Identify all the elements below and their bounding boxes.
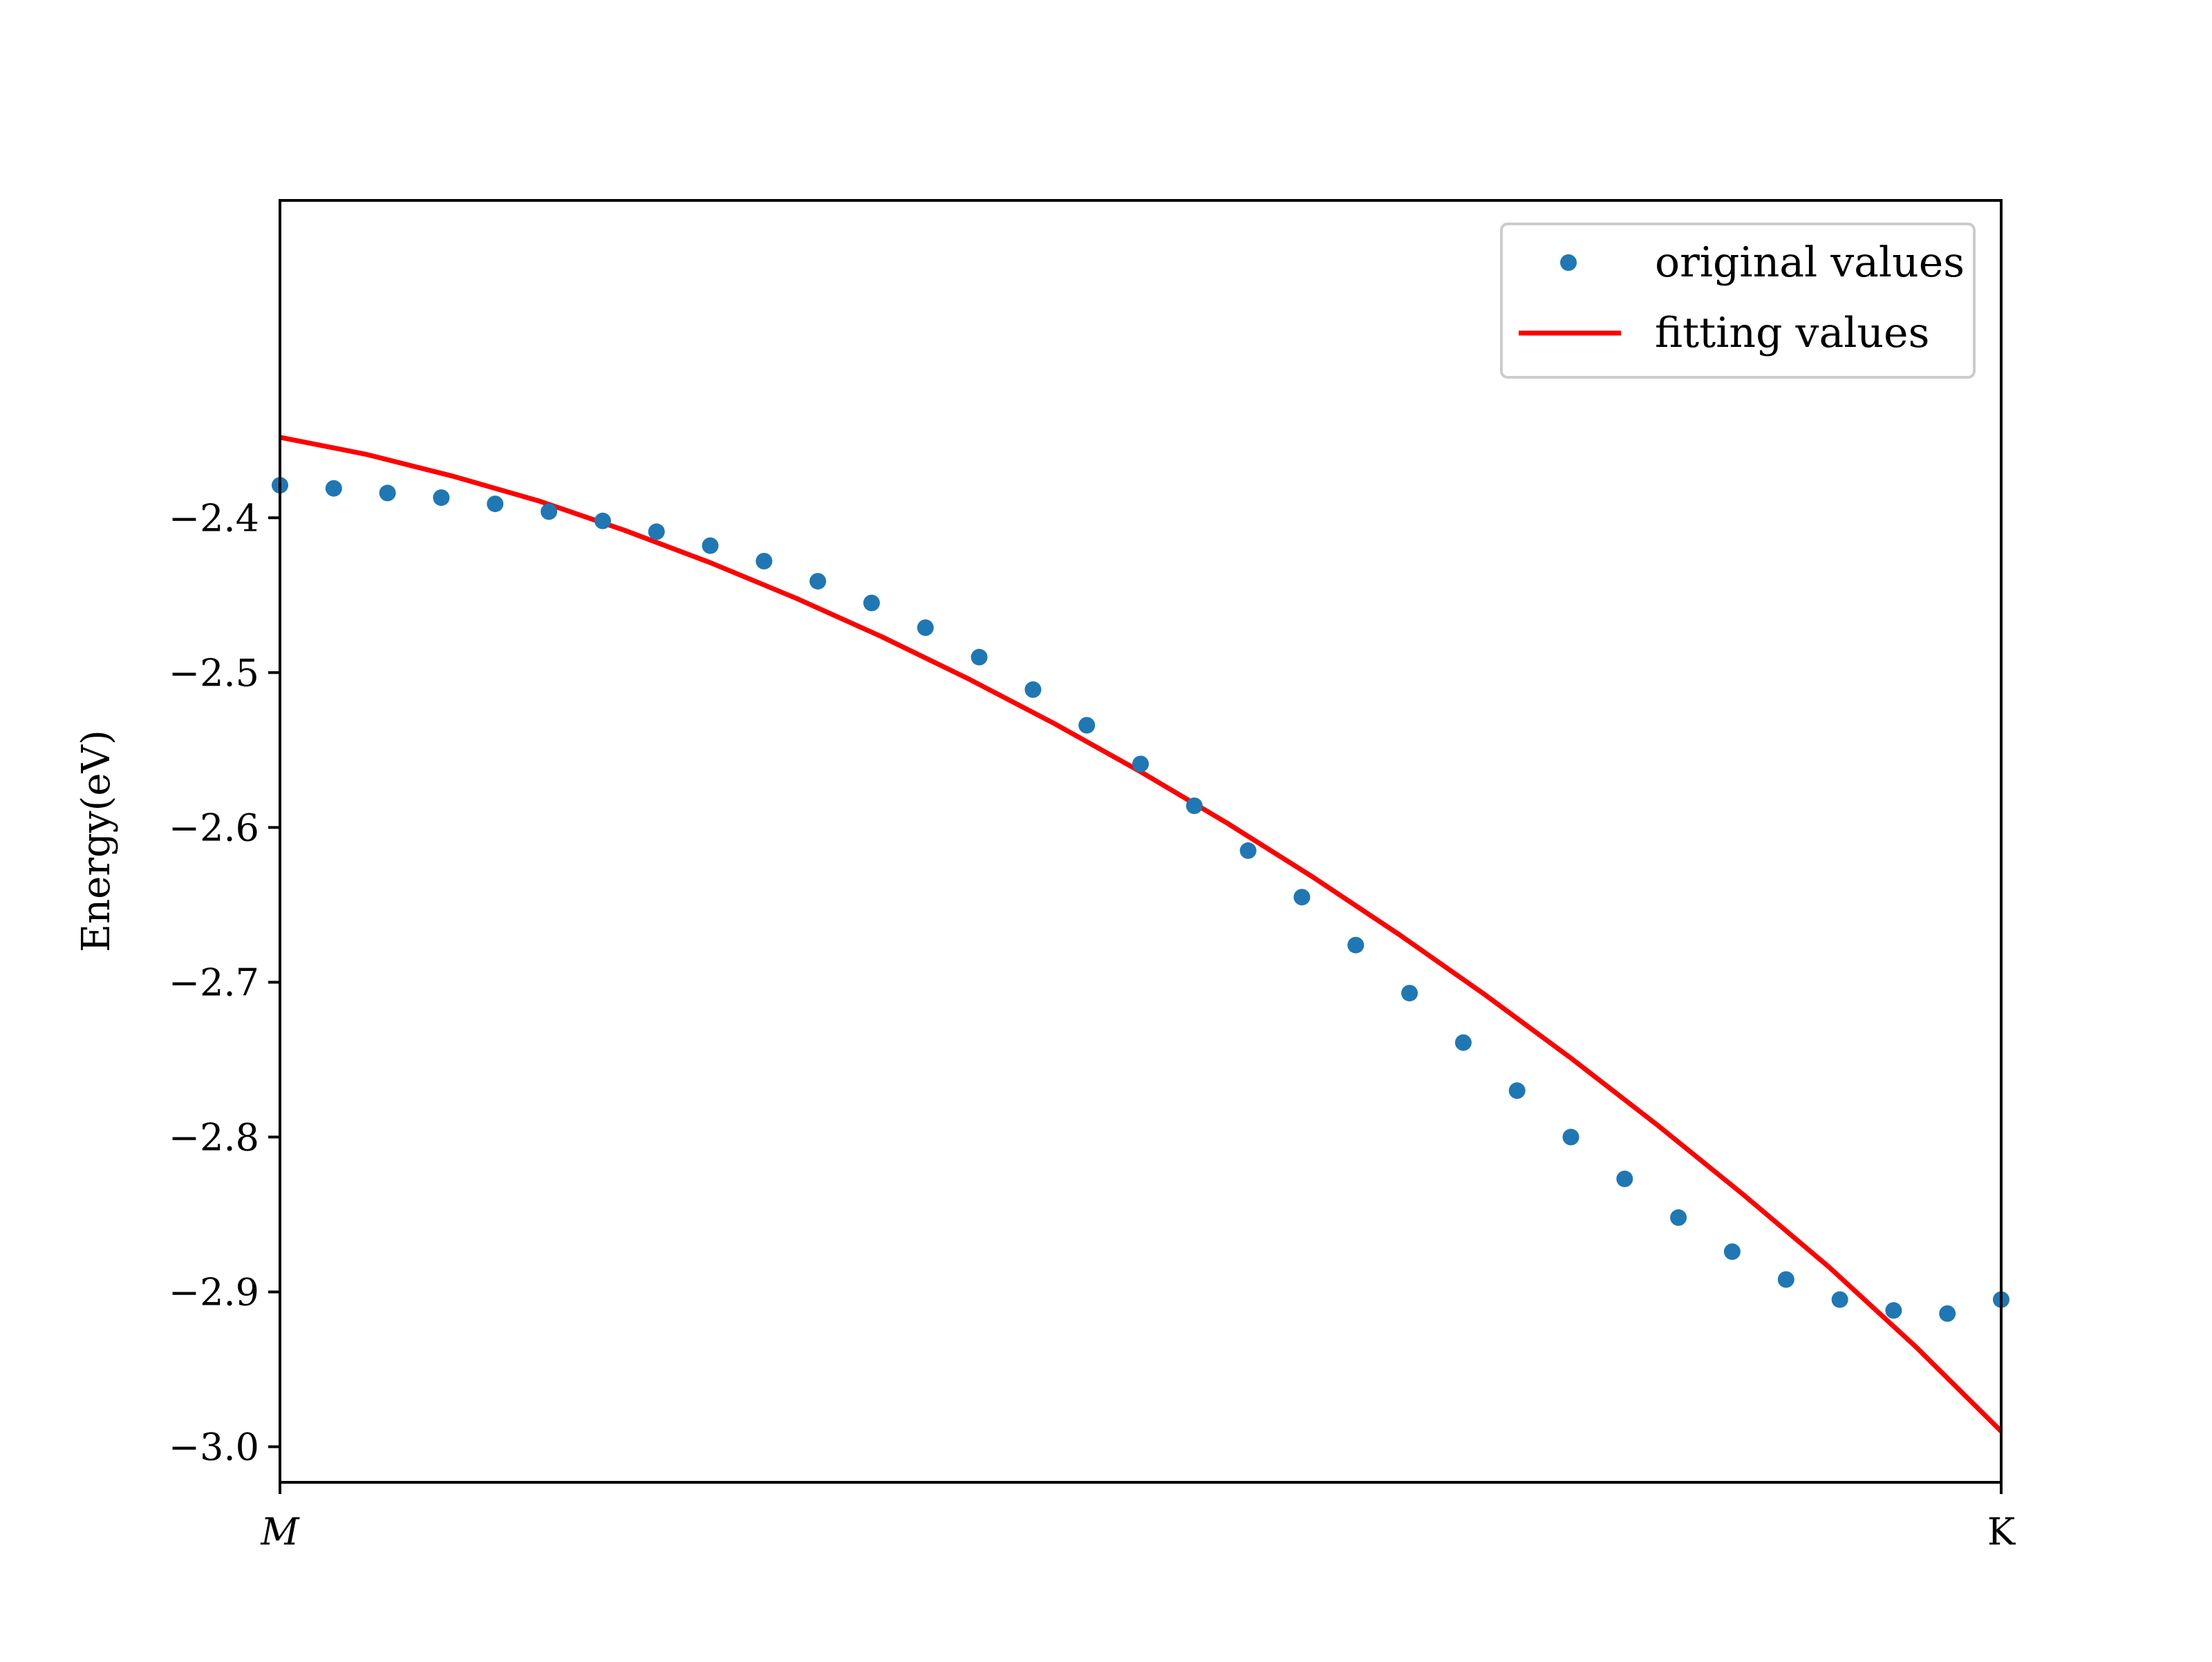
original-value-point xyxy=(1185,797,1203,814)
original-value-point xyxy=(1347,936,1365,954)
original-value-point xyxy=(1024,681,1042,698)
x-tick-label: M xyxy=(260,1510,300,1554)
y-tick-label: −2.7 xyxy=(169,961,259,1004)
original-value-point xyxy=(594,512,611,529)
original-value-point xyxy=(1616,1170,1633,1187)
original-value-point xyxy=(1293,889,1311,906)
ticks-layer: −2.4 −2.5 −2.6 −2.7 −2.8 −2.9 −3.0M K xyxy=(169,496,2016,1554)
original-value-point xyxy=(1562,1129,1580,1146)
y-tick-label: −3.0 xyxy=(169,1425,259,1469)
original-value-point xyxy=(917,619,934,636)
original-value-point xyxy=(1401,985,1418,1002)
original-value-point xyxy=(487,495,504,513)
original-value-point xyxy=(809,573,827,590)
x-tick-label: K xyxy=(1987,1510,2016,1554)
original-value-point xyxy=(702,537,719,554)
legend-label-original: original values xyxy=(1655,238,1965,287)
y-tick-label: −2.6 xyxy=(169,806,259,849)
y-axis-label: Energy(eV) xyxy=(74,730,119,952)
original-value-point xyxy=(863,594,880,612)
original-value-point xyxy=(1831,1291,1848,1308)
original-value-point xyxy=(756,553,773,569)
y-tick-label: −2.8 xyxy=(169,1115,259,1159)
original-value-point xyxy=(1723,1243,1741,1260)
original-value-point xyxy=(433,489,450,507)
original-value-point xyxy=(1454,1034,1472,1051)
plot-frame xyxy=(279,199,2003,1484)
original-value-point xyxy=(1239,842,1257,859)
original-value-point xyxy=(1132,755,1149,773)
legend-label-fitting: fitting values xyxy=(1655,309,1929,357)
y-tick-label: −2.9 xyxy=(169,1270,259,1314)
original-value-point xyxy=(379,484,396,502)
original-value-point xyxy=(648,523,665,540)
original-value-point xyxy=(971,648,988,665)
original-value-point xyxy=(1670,1209,1687,1226)
original-value-point xyxy=(325,480,342,497)
y-tick-label: −2.5 xyxy=(169,651,259,695)
y-tick-label: −2.4 xyxy=(169,496,259,540)
legend: original values fitting values xyxy=(1500,223,1976,379)
original-value-point xyxy=(1078,717,1096,734)
original-value-point xyxy=(1939,1305,1956,1322)
original-value-point xyxy=(1885,1302,1902,1319)
legend-marker-original xyxy=(1560,254,1577,271)
points-layer xyxy=(272,477,2009,1322)
legend-box xyxy=(1500,223,1976,379)
original-value-point xyxy=(1777,1271,1794,1288)
original-value-point xyxy=(1508,1082,1526,1099)
original-value-point xyxy=(541,503,558,520)
